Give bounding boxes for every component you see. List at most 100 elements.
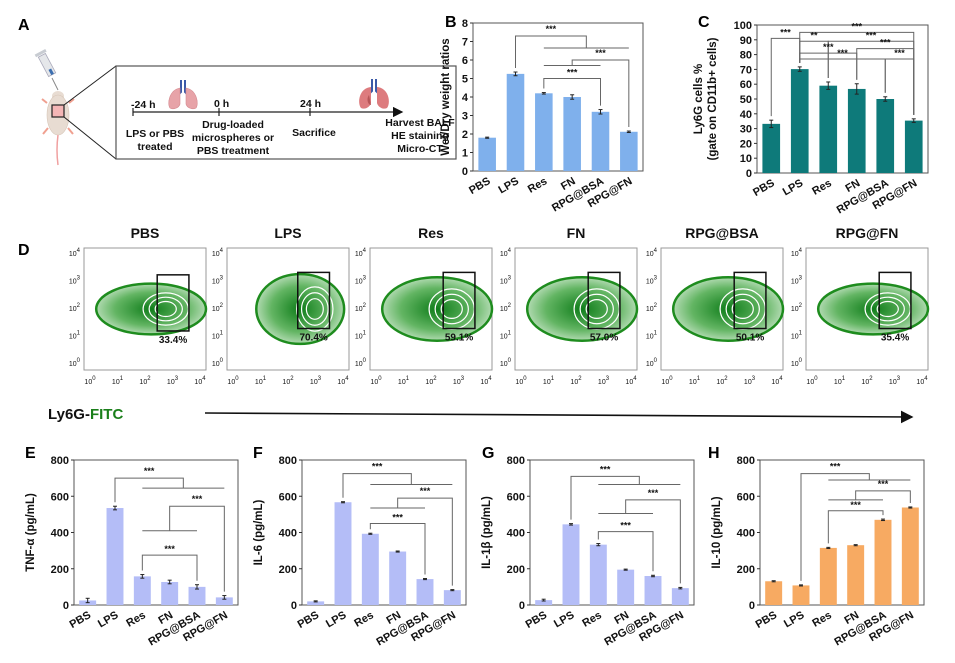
flow-y-tick-label: 102 [69, 303, 81, 313]
flow-x-tick-label: 102 [425, 376, 437, 386]
flow-y-tick-exponent: 3 [363, 276, 367, 282]
flow-x-tick-label: 100 [370, 376, 382, 386]
flow-y-tick-exponent: 0 [508, 358, 512, 364]
x-tick-label: LPS [324, 609, 349, 630]
flow-gate-percent: 50.1% [736, 333, 764, 344]
plot-frame [301, 459, 467, 606]
flow-y-tick-exponent: 1 [508, 331, 512, 337]
flow-x-tick-exponent: 2 [578, 376, 582, 382]
y-tick-label: 8 [462, 18, 468, 30]
syringe-icon [34, 48, 59, 91]
bar-lps [506, 73, 525, 171]
flow-x-tick-label: 104 [771, 376, 783, 386]
bar-pbs [765, 581, 783, 605]
flow-y-tick-exponent: 0 [799, 358, 803, 364]
panel-label-c: C [698, 14, 710, 31]
flow-gate-percent: 33.4% [159, 335, 187, 346]
flow-y-tick-exponent: 3 [508, 276, 512, 282]
flow-y-tick-label: 100 [212, 358, 224, 368]
flow-x-tick-label: 102 [716, 376, 728, 386]
bar-rpg-fn [443, 590, 461, 605]
flow-density-blob [525, 276, 639, 342]
y-tick-label: 0 [519, 600, 525, 612]
flow-x-tick-label: 104 [337, 376, 349, 386]
flow-x-tick-exponent: 0 [814, 376, 818, 382]
flow-y-tick-exponent: 2 [363, 303, 367, 309]
flow-y-tick-label: 101 [791, 331, 803, 341]
x-tick-label: PBS [524, 609, 550, 631]
bar-pbs [307, 601, 325, 605]
significance-bracket [884, 58, 915, 115]
x-tick-label: LPS [552, 609, 577, 630]
significance-label: *** [595, 48, 606, 58]
flow-x-tick-exponent: 2 [724, 376, 728, 382]
bar-lps [790, 69, 809, 173]
flow-contour [305, 298, 324, 320]
flow-y-tick-exponent: 3 [654, 276, 658, 282]
flow-y-tick-exponent: 0 [654, 358, 658, 364]
x-tick-label: PBS [467, 175, 493, 197]
flow-x-tick-exponent: 0 [235, 376, 239, 382]
flow-x-tick-exponent: 4 [633, 376, 637, 382]
flow-x-tick-label: 100 [661, 376, 673, 386]
flow-xaxis-label: Ly6G-FITC [48, 406, 123, 423]
bar-fn [563, 97, 581, 171]
x-tick-label: LPS [96, 609, 121, 630]
significance-label: *** [546, 24, 557, 34]
flow-x-tick-label: 100 [84, 376, 96, 386]
flow-xaxis-label-fitc: FITC [90, 406, 123, 423]
flow-gate-percent: 59.1% [445, 333, 473, 344]
y-tick-label: 800 [507, 455, 525, 467]
flow-y-tick-label: 101 [646, 331, 658, 341]
flow-y-tick-label: 104 [646, 248, 658, 258]
flow-x-tick-exponent: 4 [779, 376, 783, 382]
flow-x-tick-label: 100 [806, 376, 818, 386]
bar-rpg-bsa [874, 519, 892, 605]
flow-gate [733, 271, 767, 330]
flow-x-tick-exponent: 0 [523, 376, 527, 382]
flow-y-tick-label: 101 [69, 331, 81, 341]
flow-x-tick-exponent: 0 [669, 376, 673, 382]
flow-x-tick-label: 104 [625, 376, 637, 386]
y-axis-label: IL-6 (pg/mL) [253, 499, 265, 565]
x-tick-label: PBS [68, 609, 94, 631]
bar-pbs [478, 137, 496, 171]
panel-d-flow-cytometry: PBS33.4%100100101101102102103103104104LP… [69, 225, 930, 386]
bar-lps [562, 524, 580, 605]
flow-x-tick-label: 102 [861, 376, 873, 386]
flow-plot-title: RPG@FN [836, 225, 899, 241]
flow-contour [154, 300, 177, 318]
flow-density-blob [671, 276, 785, 342]
significance-label: *** [144, 466, 155, 476]
flow-y-tick-label: 103 [646, 276, 658, 286]
flow-y-tick-exponent: 2 [654, 303, 658, 309]
significance-label: *** [830, 462, 841, 472]
y-tick-label: 70 [740, 64, 752, 76]
bar-fn [161, 581, 179, 605]
flow-y-tick-label: 101 [355, 331, 367, 341]
flow-y-tick-label: 103 [500, 276, 512, 286]
flow-contour [434, 293, 469, 325]
bar-res [133, 576, 151, 605]
significance-label: *** [878, 479, 889, 489]
flow-y-tick-exponent: 4 [77, 248, 81, 254]
flow-contour [300, 292, 329, 326]
y-tick-label: 400 [737, 528, 755, 540]
bar-res [535, 93, 553, 171]
y-tick-label: 20 [740, 138, 752, 150]
y-tick-label: 0 [63, 600, 69, 612]
flow-x-tick-exponent: 1 [263, 376, 267, 382]
flow-y-tick-label: 103 [212, 276, 224, 286]
flow-x-tick-label: 103 [889, 376, 901, 386]
timepoint-caption: treated [137, 141, 172, 153]
significance-bracket [515, 35, 587, 69]
flow-x-tick-exponent: 3 [461, 376, 465, 382]
y-axis-label: Ly6G cells % [693, 64, 705, 135]
significance-label: *** [823, 42, 834, 52]
x-tick-label: Res [124, 609, 147, 629]
flow-y-tick-exponent: 1 [77, 331, 81, 337]
